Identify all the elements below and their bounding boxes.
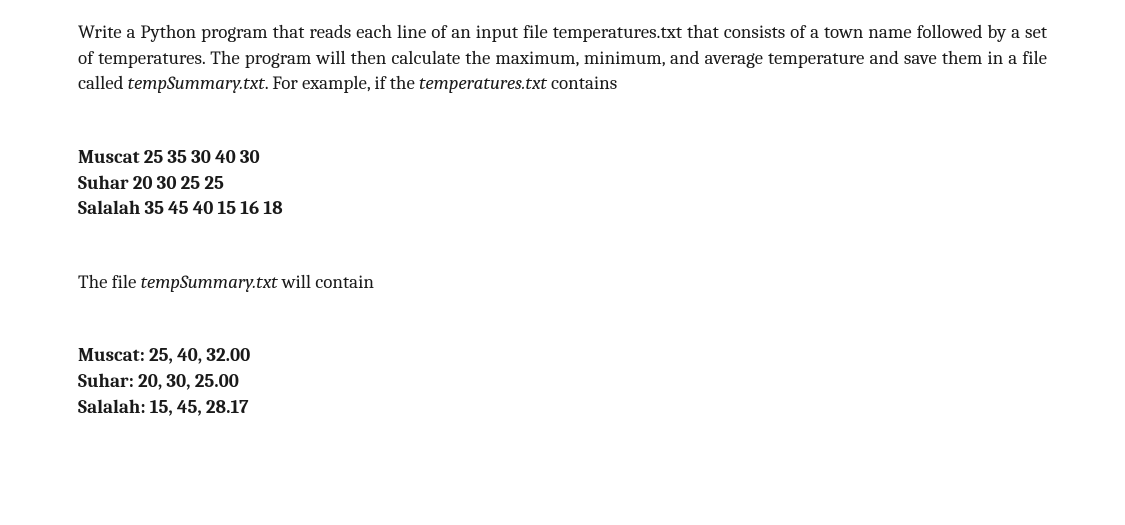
output-line-3: Salalah: 15, 45, 28.17 xyxy=(78,395,1047,421)
middle-text: The file tempSummary.txt will contain xyxy=(78,270,1047,296)
output-file-contents: Muscat: 25, 40, 32.00 Suhar: 20, 30, 25.… xyxy=(78,343,1047,420)
input-line-3: Salalah 35 45 40 15 16 18 xyxy=(78,196,1047,222)
filename-tempsummary-2: tempSummary.txt xyxy=(141,271,278,293)
input-line-2: Suhar 20 30 25 25 xyxy=(78,171,1047,197)
output-line-1: Muscat: 25, 40, 32.00 xyxy=(78,343,1047,369)
input-file-contents: Muscat 25 35 30 40 30 Suhar 20 30 25 25 … xyxy=(78,145,1047,222)
output-line-2: Suhar: 20, 30, 25.00 xyxy=(78,369,1047,395)
filename-temperatures: temperatures.txt xyxy=(419,72,547,94)
intro-text-3: contains xyxy=(547,72,617,94)
filename-tempsummary: tempSummary.txt xyxy=(128,72,265,94)
input-line-1: Muscat 25 35 30 40 30 xyxy=(78,145,1047,171)
document-page: Write a Python program that reads each l… xyxy=(0,0,1125,440)
middle-text-2: will contain xyxy=(278,271,374,293)
problem-statement: Write a Python program that reads each l… xyxy=(78,20,1047,97)
intro-text-2: . For example, if the xyxy=(265,72,419,94)
middle-text-1: The file xyxy=(78,271,141,293)
